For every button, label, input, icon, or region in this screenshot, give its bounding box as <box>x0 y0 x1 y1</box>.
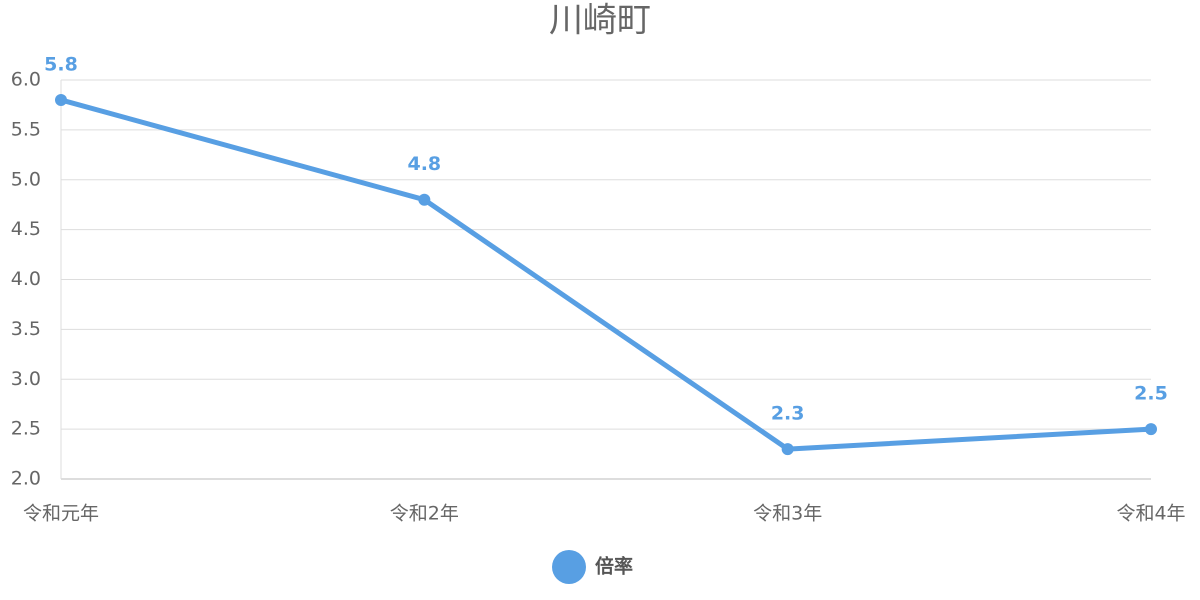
line <box>60 97 1152 452</box>
chart-title: 川崎町 <box>549 1 651 41</box>
legend-label: 倍率 <box>595 555 633 578</box>
y-tick-label: 2.5 <box>11 418 41 440</box>
data-label: 4.8 <box>407 153 441 175</box>
point <box>1145 423 1157 436</box>
y-tick-label: 4.5 <box>11 218 41 240</box>
y-tick-label: 5.0 <box>11 168 41 190</box>
x-tick-label: 令和3年 <box>753 503 822 525</box>
y-tick-label: 3.5 <box>11 318 41 340</box>
point <box>781 443 794 456</box>
x-tick-label: 令和2年 <box>390 503 459 525</box>
y-tick-label: 4.0 <box>11 268 41 290</box>
x-tick-label: 令和元年 <box>23 503 99 525</box>
legend-marker <box>552 550 586 584</box>
point <box>418 193 431 206</box>
data-label: 2.3 <box>771 403 805 425</box>
x-tick-label: 令和4年 <box>1116 503 1185 525</box>
y-tick-label: 6.0 <box>11 69 41 91</box>
data-label: 2.5 <box>1134 383 1168 405</box>
y-tick-label: 3.0 <box>11 368 41 390</box>
data-label: 5.8 <box>44 53 78 75</box>
y-tick-label: 5.5 <box>11 118 41 140</box>
y-tick-label: 2.0 <box>11 468 41 490</box>
point <box>55 93 67 106</box>
